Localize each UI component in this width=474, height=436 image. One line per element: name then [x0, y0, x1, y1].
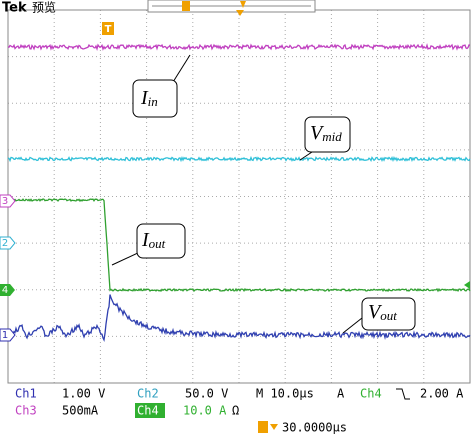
annotation-base: I — [140, 87, 149, 109]
ch4-trigger-level — [464, 281, 470, 289]
annotation-sub: out — [149, 236, 166, 251]
annotation: Vout — [368, 301, 397, 323]
status-ch4: Ch4 — [137, 404, 159, 418]
status-bar: Ch1 1.00 V Ch2 50.0 V M 10.0µs A Ch4 2.0… — [15, 387, 464, 435]
trigger-marker-label: T — [105, 24, 112, 35]
ch4-marker — [0, 284, 15, 296]
status-ch4-scale: 10.0 A — [183, 404, 227, 418]
annotation: Vmid — [310, 122, 342, 144]
status-trigger-level: 2.00 A — [420, 387, 464, 401]
waveform — [7, 294, 471, 343]
status-ch3-scale: 500mA — [62, 404, 99, 418]
waveform — [7, 155, 471, 163]
leader — [342, 317, 363, 334]
annotation-sub: out — [380, 308, 397, 323]
status-ch2-scale: 50.0 V — [185, 387, 228, 401]
annotation-base: V — [310, 122, 325, 144]
traces — [7, 43, 471, 343]
ch1-marker — [0, 328, 16, 342]
annotation: Iout — [141, 229, 166, 251]
brand: Tek — [2, 1, 27, 16]
trigger-slope-icon — [396, 388, 410, 400]
status-ch4-box — [135, 403, 165, 418]
annotation-box — [132, 79, 178, 118]
annotation-box — [361, 297, 416, 331]
status-ch1-scale: 1.00 V — [62, 387, 105, 401]
status-trigger-mode: A — [337, 387, 345, 401]
annotation-box — [304, 116, 351, 153]
status-position: 30.0000µs — [282, 421, 347, 435]
channel-markers: 3 2 4 1 — [0, 194, 470, 342]
annotation-base: I — [141, 229, 150, 251]
annotation-sub: in — [148, 94, 158, 109]
position-marker — [258, 421, 268, 433]
status-ch3: Ch3 — [15, 404, 37, 418]
waveform — [7, 43, 471, 51]
annotation: Iin — [140, 87, 158, 109]
status-ch4-impedance: Ω — [232, 404, 239, 418]
status-ch2: Ch2 — [137, 387, 159, 401]
record-trigger — [240, 1, 246, 8]
ch1-label: 1 — [2, 330, 8, 341]
ch3-marker — [0, 194, 16, 208]
ch2-label: 2 — [2, 238, 8, 249]
waveform — [7, 198, 471, 293]
mode: 预览 — [32, 0, 56, 15]
ch4-label: 4 — [2, 285, 8, 296]
status-ch1: Ch1 — [15, 387, 37, 401]
annotation-box — [136, 223, 186, 259]
record-marker — [182, 1, 190, 11]
position-arrow — [270, 424, 278, 430]
ch2-marker — [0, 236, 16, 250]
annotation-sub: mid — [322, 129, 342, 144]
annotations: Iin Vmid Iout Vout — [111, 54, 416, 334]
ch3-label: 3 — [2, 196, 8, 207]
annotation-base: V — [368, 301, 383, 323]
status-trigger-source: Ch4 — [360, 387, 382, 401]
status-timebase: M 10.0µs — [256, 387, 314, 401]
trigger-marker — [102, 22, 114, 35]
leader — [111, 251, 141, 266]
center-marker — [236, 10, 244, 16]
